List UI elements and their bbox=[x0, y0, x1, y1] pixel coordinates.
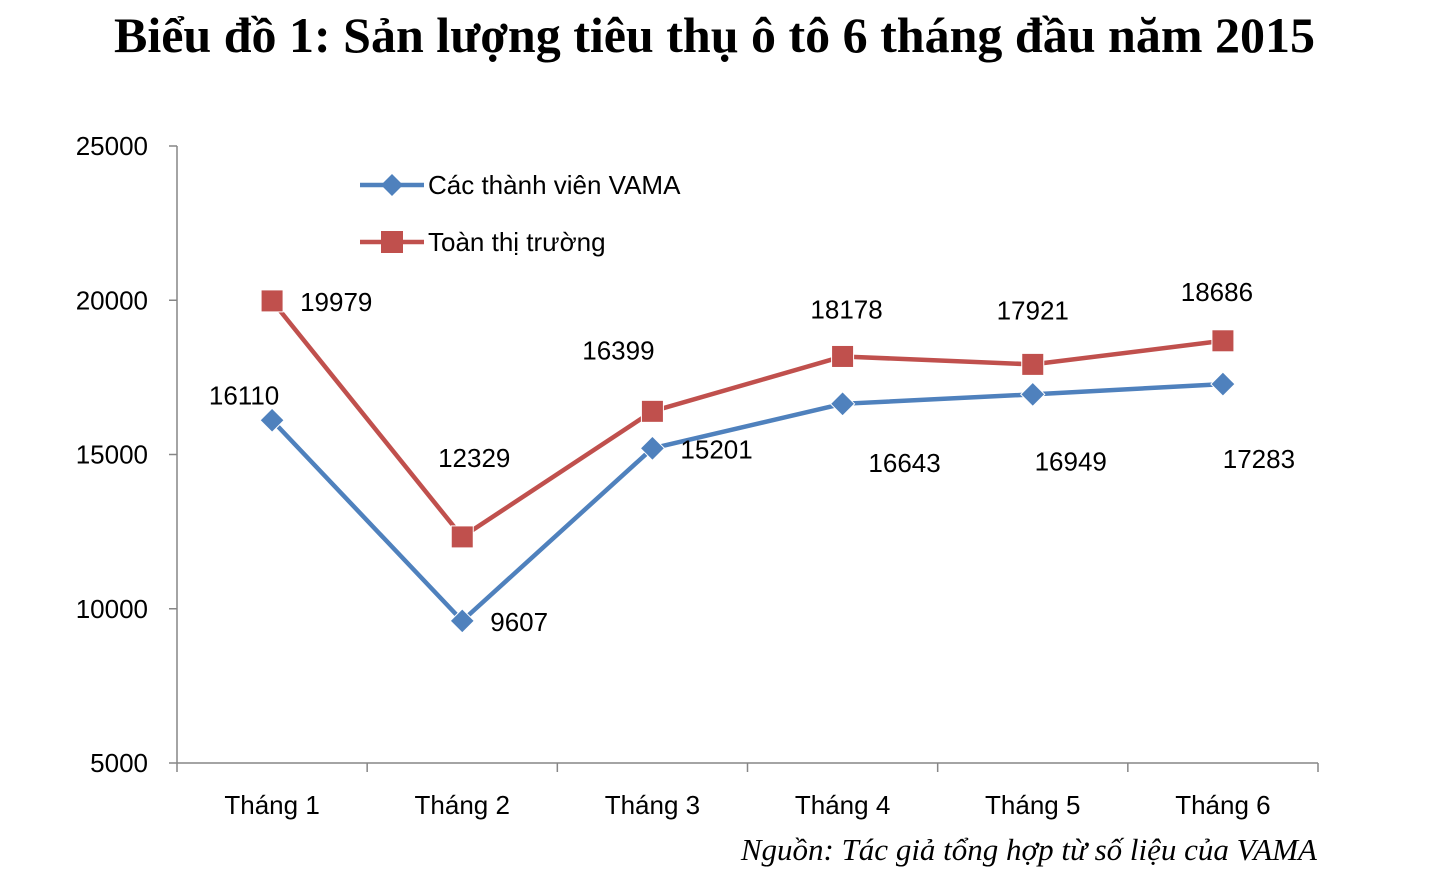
data-label: 19979 bbox=[300, 287, 372, 317]
y-tick-label: 20000 bbox=[76, 285, 148, 315]
legend-label: Toàn thị trường bbox=[428, 227, 606, 257]
legend-label: Các thành viên VAMA bbox=[428, 170, 681, 200]
data-point-marker bbox=[1211, 329, 1235, 353]
series-lines bbox=[270, 299, 1224, 624]
data-label: 15201 bbox=[680, 434, 752, 464]
data-label: 16110 bbox=[209, 380, 279, 410]
y-tick-label: 25000 bbox=[76, 131, 148, 161]
data-point-marker bbox=[1210, 371, 1236, 397]
x-tick-label: Tháng 1 bbox=[224, 790, 319, 820]
x-tick-label: Tháng 4 bbox=[795, 790, 890, 820]
data-label: 9607 bbox=[490, 607, 548, 637]
series-line bbox=[270, 299, 1224, 540]
x-tick-label: Tháng 2 bbox=[415, 790, 510, 820]
x-tick-label: Tháng 5 bbox=[985, 790, 1080, 820]
data-label: 12329 bbox=[438, 443, 510, 473]
y-tick-label: 5000 bbox=[90, 748, 148, 778]
y-tick-label: 10000 bbox=[76, 594, 148, 624]
source-note: Nguồn: Tác giả tổng hợp từ số liệu của V… bbox=[740, 832, 1317, 867]
data-label: 18178 bbox=[810, 294, 882, 324]
data-point-marker bbox=[1021, 352, 1045, 376]
legend: Các thành viên VAMA Toàn thị trường bbox=[360, 170, 681, 257]
data-point-marker bbox=[260, 289, 284, 313]
data-label: 18686 bbox=[1181, 277, 1253, 307]
chart-title: Biểu đồ 1: Sản lượng tiêu thụ ô tô 6 thá… bbox=[113, 7, 1315, 63]
data-label: 17283 bbox=[1223, 444, 1295, 474]
data-point-marker bbox=[639, 435, 666, 462]
data-label: 16399 bbox=[582, 335, 654, 365]
data-labels: 16110 9607 15201 16643 16949 17283 19979 12329 1… bbox=[209, 277, 1295, 637]
data-point-marker bbox=[640, 399, 664, 423]
data-label: 17921 bbox=[997, 295, 1069, 325]
x-tick-label: Tháng 6 bbox=[1175, 790, 1270, 820]
legend-marker bbox=[381, 231, 403, 253]
legend-marker bbox=[381, 174, 403, 196]
data-point-marker bbox=[829, 391, 856, 417]
series-line bbox=[270, 381, 1224, 624]
data-point-marker bbox=[1020, 381, 1046, 408]
data-point-marker bbox=[450, 525, 474, 549]
data-label: 16643 bbox=[868, 448, 940, 478]
data-point-marker bbox=[831, 344, 855, 368]
y-tick-label: 15000 bbox=[76, 440, 148, 470]
axes: 25000 20000 15000 10000 5000 Tháng 1 Tháng 2 Th… bbox=[76, 131, 1319, 820]
series-markers bbox=[259, 289, 1236, 634]
data-point-marker bbox=[449, 608, 475, 634]
data-label: 16949 bbox=[1035, 446, 1107, 476]
x-tick-label: Tháng 3 bbox=[605, 790, 700, 820]
data-point-marker bbox=[259, 407, 285, 433]
